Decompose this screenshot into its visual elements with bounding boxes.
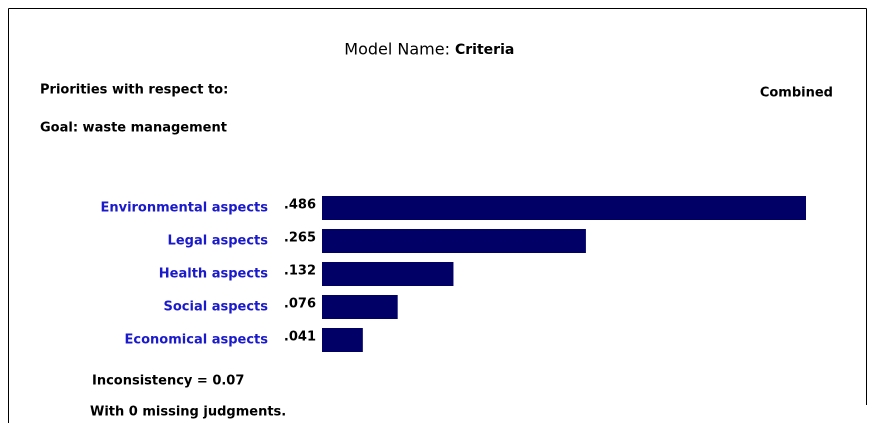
bar bbox=[322, 229, 586, 253]
mode-label: Combined bbox=[760, 86, 833, 101]
inconsistency: Inconsistency = 0.07 bbox=[92, 374, 244, 389]
missing-judgments: With 0 missing judgments. bbox=[90, 405, 286, 420]
bar bbox=[322, 262, 454, 286]
bar bbox=[322, 328, 363, 352]
category-label: Economical aspects bbox=[125, 333, 269, 348]
bar bbox=[322, 295, 398, 319]
category-label: Social aspects bbox=[163, 300, 268, 315]
value-label: .265 bbox=[284, 231, 316, 246]
model-label: Model Name: bbox=[344, 40, 450, 59]
value-label: .041 bbox=[284, 330, 316, 345]
bar bbox=[322, 196, 806, 220]
value-label: .132 bbox=[284, 264, 316, 279]
category-label: Health aspects bbox=[159, 267, 268, 282]
model-name: Criteria bbox=[455, 42, 514, 58]
goal-label: Goal: waste management bbox=[40, 121, 227, 136]
category-label: Legal aspects bbox=[168, 234, 269, 249]
value-label: .076 bbox=[284, 297, 316, 312]
category-label: Environmental aspects bbox=[100, 201, 268, 216]
value-label: .486 bbox=[284, 198, 316, 213]
priorities-label: Priorities with respect to: bbox=[40, 83, 228, 98]
